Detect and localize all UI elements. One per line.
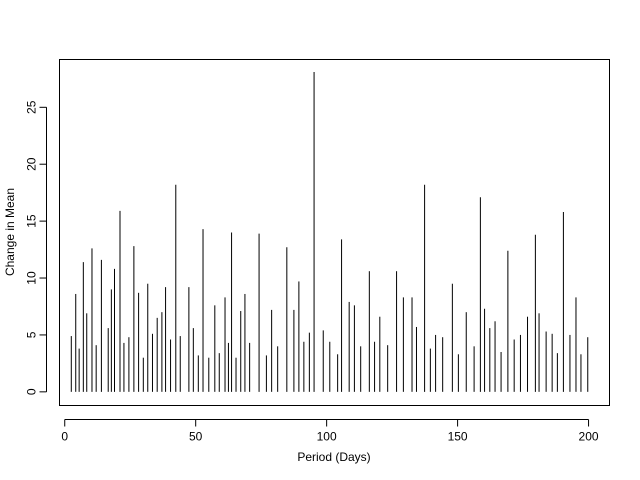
x-tick-label: 150	[448, 430, 468, 444]
y-axis-label: Change in Mean	[3, 188, 17, 276]
y-tick-label: 15	[25, 214, 39, 228]
x-tick-label: 100	[317, 430, 337, 444]
y-tick-label: 0	[25, 388, 39, 395]
x-tick-label: 0	[61, 430, 68, 444]
y-tick-label: 20	[25, 157, 39, 171]
y-axis: 0 5 10 15 20 25	[25, 100, 47, 395]
y-tick-label: 25	[25, 100, 39, 114]
x-tick-label: 200	[579, 430, 599, 444]
plot-frame	[59, 59, 610, 406]
x-tick-label: 50	[189, 430, 203, 444]
y-tick-label: 5	[25, 331, 39, 338]
x-axis: 0 50 100 150 200	[61, 419, 599, 444]
bars-layer	[70, 72, 589, 392]
x-axis-label: Period (Days)	[297, 450, 370, 464]
y-tick-label: 10	[25, 271, 39, 285]
